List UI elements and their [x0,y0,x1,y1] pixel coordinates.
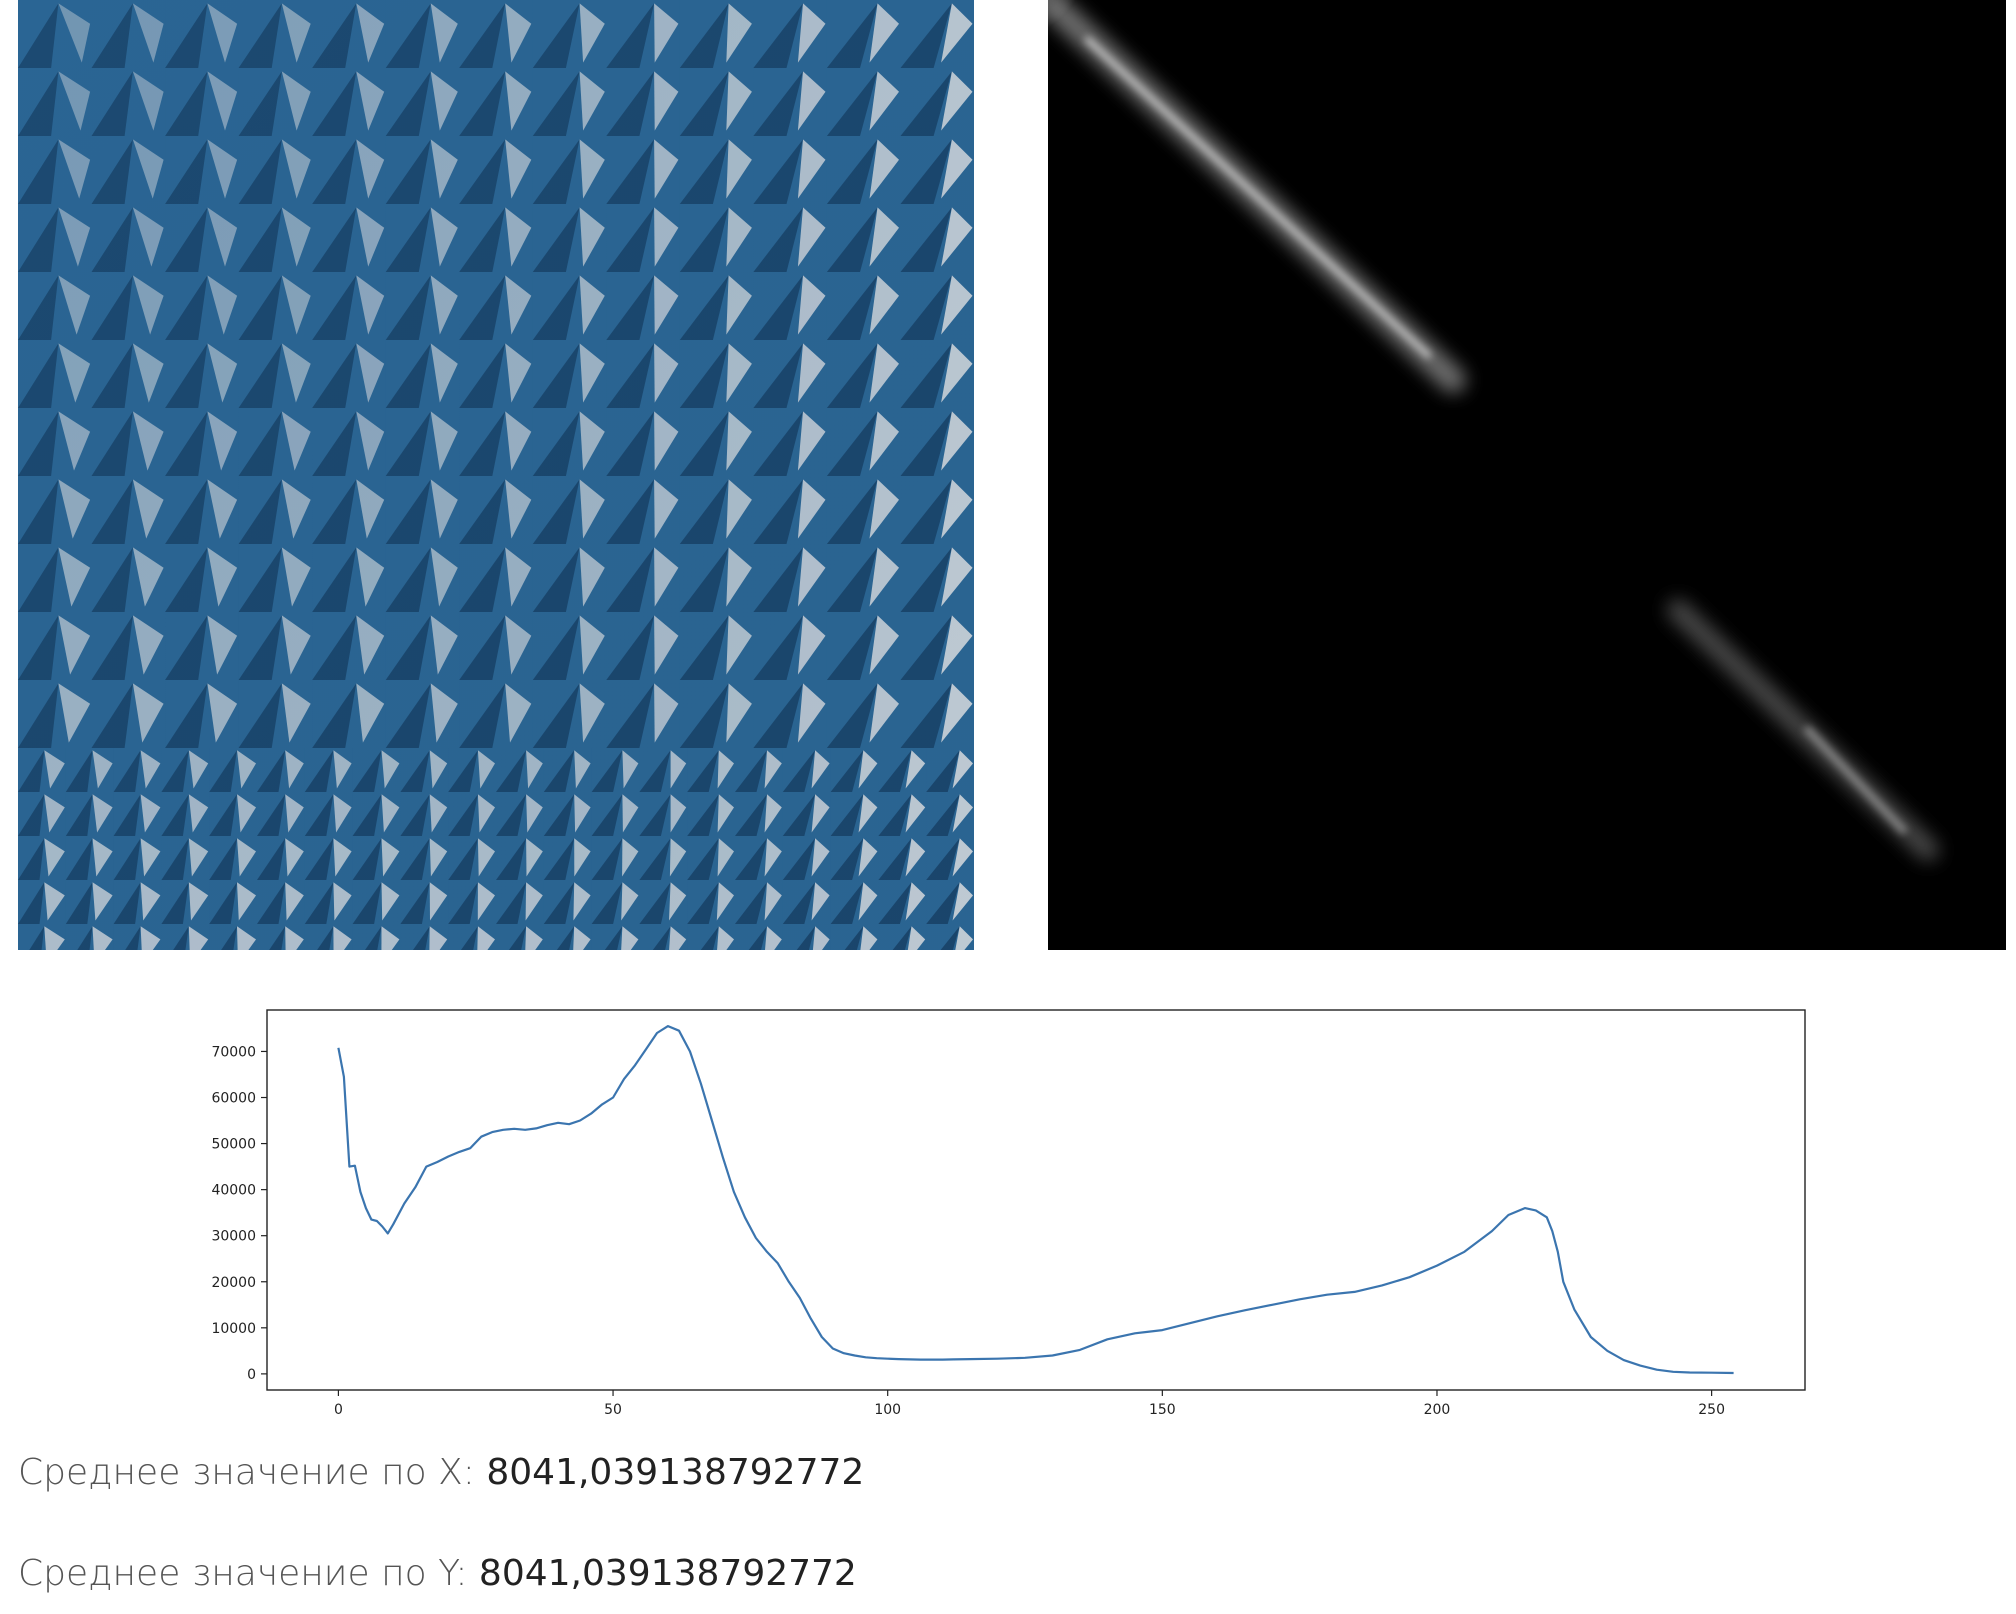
mean-x-stat: Среднее значение по X: 8041,039138792772 [18,1452,864,1493]
x-tick-label: 100 [874,1402,901,1418]
mean-x-label: Среднее значение по X: [18,1452,475,1493]
y-tick-label: 50000 [211,1137,256,1153]
y-tick-label: 20000 [211,1275,256,1291]
plot-area [266,1009,1806,1391]
x-tick-label: 0 [334,1402,343,1418]
pyramid-absorber-photo [18,0,974,950]
series-line [337,1025,1734,1375]
y-tick-label: 30000 [211,1229,256,1245]
mean-y-value: 8041,039138792772 [478,1553,857,1594]
x-tick-label: 250 [1698,1402,1725,1418]
histogram-chart: 0 10000 20000 30000 40000 50000 60000 70000 0 50… [211,1009,1806,1418]
cooccurrence-matrix-image [1048,0,2006,950]
mean-y-label: Среднее значение по Y: [18,1553,468,1594]
corner-highlight [1048,0,1086,38]
x-tick-label: 150 [1149,1402,1176,1418]
y-tick-label: 0 [247,1367,256,1383]
diagonal-core-upper [1084,36,1432,359]
y-tick-label: 10000 [211,1321,256,1337]
y-tick-label: 70000 [211,1044,256,1060]
x-tick-label: 200 [1424,1402,1451,1418]
y-tick-label: 40000 [211,1183,256,1199]
x-axis: 0 50 100 150 200 250 [334,1390,1725,1418]
mean-x-value: 8041,039138792772 [486,1452,865,1493]
photo-shade [18,0,974,950]
mean-y-stat: Среднее значение по Y: 8041,039138792772 [18,1553,857,1594]
x-tick-label: 50 [604,1402,622,1418]
diagonal-core-lower [1804,726,1907,834]
y-axis: 0 10000 20000 30000 40000 50000 60000 70000 [211,1044,267,1383]
y-tick-label: 60000 [211,1091,256,1107]
